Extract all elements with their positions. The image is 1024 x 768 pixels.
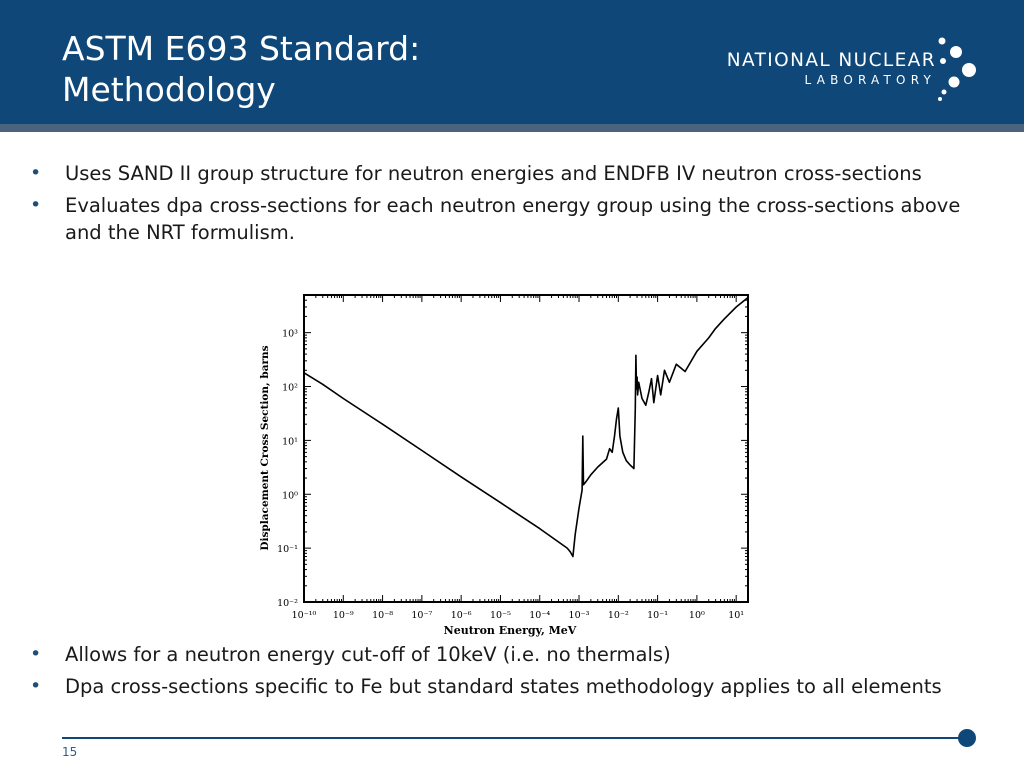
- logo-line-2: LABORATORY: [804, 73, 936, 87]
- y-tick-label: 10²: [282, 383, 298, 394]
- x-tick-label: 10⁻³: [569, 610, 590, 621]
- bullet-icon: •: [30, 194, 42, 216]
- logo-line-1: NATIONAL NUCLEAR: [726, 50, 936, 71]
- bullet-list-bottom: • Allows for a neutron energy cut-off of …: [30, 641, 1000, 705]
- y-tick-label: 10⁰: [282, 490, 298, 501]
- y-tick-label: 10⁻¹: [277, 544, 298, 555]
- y-axis-label: Displacement Cross Section, barns: [259, 345, 271, 550]
- x-tick-label: 10⁻⁷: [411, 610, 432, 621]
- bullet-text: Evaluates dpa cross-sections for each ne…: [65, 194, 961, 244]
- x-tick-label: 10⁻⁵: [490, 610, 511, 621]
- x-tick-label: 10⁻⁴: [529, 610, 550, 621]
- y-tick-label: 10¹: [282, 436, 298, 447]
- bullet-item: • Dpa cross-sections specific to Fe but s…: [30, 673, 1000, 700]
- y-tick-label: 10⁻²: [277, 598, 298, 609]
- series-line: [303, 296, 749, 558]
- displacement-cross-section-chart: 10⁻¹⁰ 10⁻⁹ 10⁻⁸ 10⁻⁷ 10⁻⁶ 10⁻⁵ 10⁻⁴ 10⁻³ 10⁻² 10⁻…: [252, 283, 762, 638]
- plot-frame: [303, 294, 749, 603]
- title-line-1: ASTM E693 Standard:: [62, 29, 421, 68]
- bullet-text: Dpa cross-sections specific to Fe but st…: [65, 675, 942, 698]
- x-tick-label: 10⁻⁹: [333, 610, 354, 621]
- x-tick-label: 10⁻¹⁰: [292, 610, 317, 621]
- tick-group: [303, 294, 749, 603]
- logo-dots-icon: [938, 37, 976, 101]
- x-axis-label: Neutron Energy, MeV: [444, 624, 577, 637]
- bullet-icon: •: [30, 675, 42, 697]
- chart-svg: 10⁻¹⁰ 10⁻⁹ 10⁻⁸ 10⁻⁷ 10⁻⁶ 10⁻⁵ 10⁻⁴ 10⁻³ 10⁻² 10⁻…: [259, 294, 749, 637]
- y-tick-label: 10³: [282, 329, 298, 340]
- title-line-2: Methodology: [62, 70, 276, 109]
- header-stripe: [0, 124, 1024, 132]
- x-tick-labels: 10⁻¹⁰ 10⁻⁹ 10⁻⁸ 10⁻⁷ 10⁻⁶ 10⁻⁵ 10⁻⁴ 10⁻³ 10⁻² 10⁻…: [292, 610, 745, 621]
- bullet-icon: •: [30, 162, 42, 184]
- bullet-item: • Uses SAND II group structure for neutro…: [30, 160, 1000, 187]
- footer-dot-icon: [958, 729, 976, 747]
- bullet-item: • Evaluates dpa cross-sections for each n…: [30, 192, 1000, 246]
- x-tick-label: 10⁻²: [608, 610, 629, 621]
- bullet-text: Uses SAND II group structure for neutron…: [65, 162, 922, 185]
- x-tick-label: 10⁰: [689, 610, 705, 621]
- bullet-item: • Allows for a neutron energy cut-off of …: [30, 641, 1000, 668]
- slide-title: ASTM E693 Standard: Methodology: [62, 28, 420, 110]
- x-tick-label: 10⁻⁸: [372, 610, 393, 621]
- x-tick-label: 10⁻⁶: [451, 610, 472, 621]
- bullet-icon: •: [30, 643, 42, 665]
- header-bar: [0, 0, 1024, 124]
- x-tick-label: 10⁻¹: [647, 610, 668, 621]
- page-number: 15: [62, 745, 78, 759]
- y-tick-labels: 10⁻² 10⁻¹ 10⁰ 10¹ 10² 10³: [277, 329, 298, 609]
- bullet-text: Allows for a neutron energy cut-off of 1…: [65, 643, 671, 666]
- bullet-list-top: • Uses SAND II group structure for neutro…: [30, 160, 1000, 251]
- x-tick-label: 10¹: [728, 610, 744, 621]
- logo-text: NATIONAL NUCLEAR LABORATORY: [727, 50, 936, 87]
- footer-divider: [62, 737, 962, 739]
